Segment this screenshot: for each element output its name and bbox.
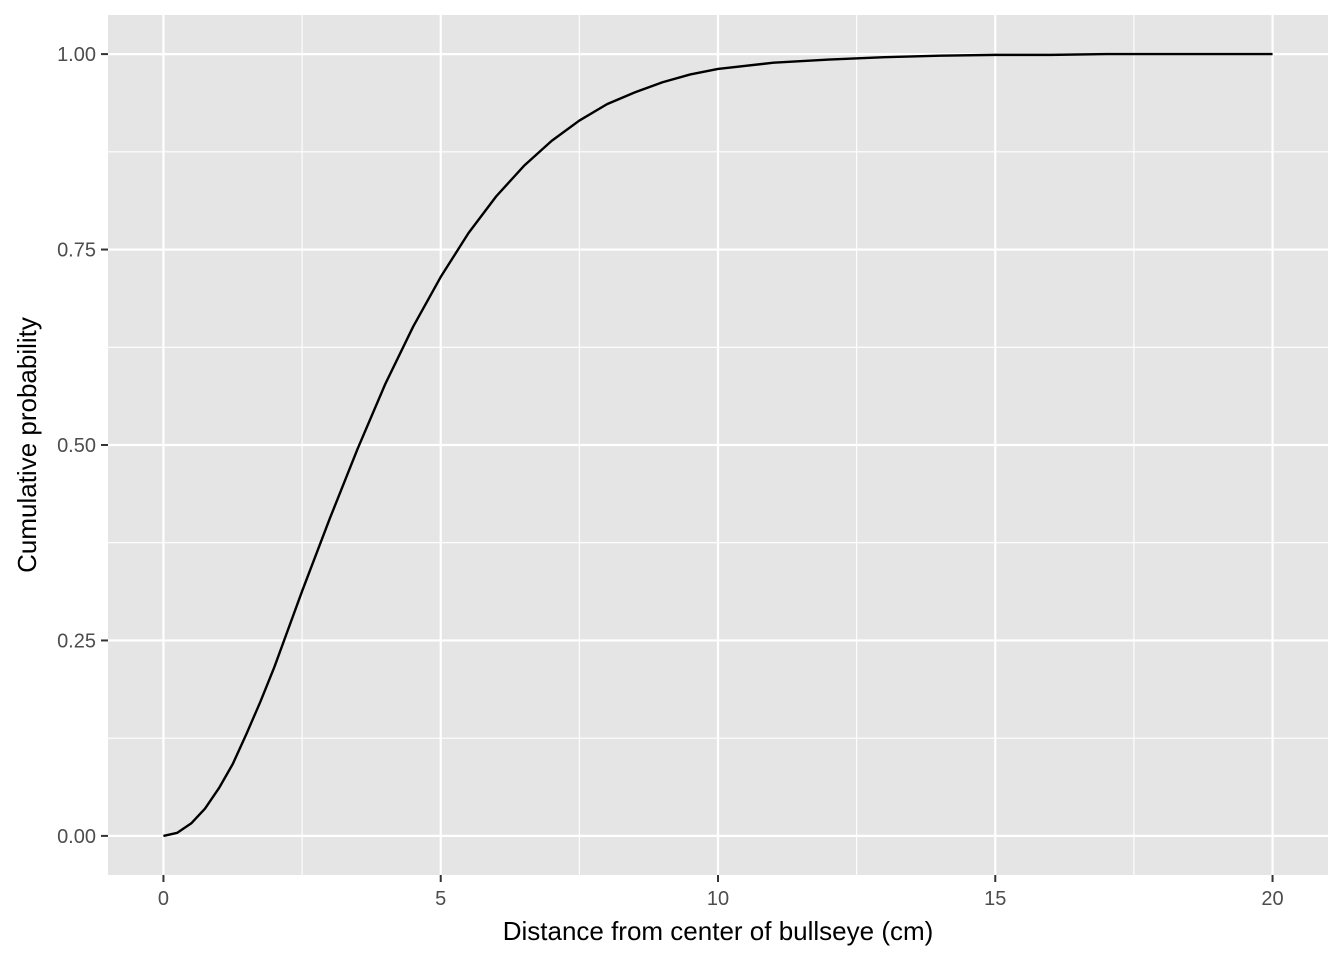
x-axis: 0 5 10 15 20	[158, 875, 1284, 910]
x-tick-label: 0	[158, 888, 169, 910]
x-axis-title: Distance from center of bullseye (cm)	[503, 916, 934, 946]
x-tick-label: 20	[1261, 888, 1283, 910]
y-tick-label: 0.50	[57, 435, 96, 457]
y-axis-title: Cumulative probability	[12, 317, 42, 573]
cdf-series-line	[163, 52, 1273, 838]
major-gridlines	[108, 15, 1328, 875]
y-tick-label: 1.00	[57, 44, 96, 66]
y-tick-label: 0.75	[57, 240, 96, 262]
y-tick-label: 0.00	[57, 826, 96, 848]
x-tick-label: 10	[707, 888, 729, 910]
series-layer	[163, 52, 1273, 838]
x-tick-label: 5	[435, 888, 446, 910]
y-axis: 0.00 0.25 0.50 0.75 1.00	[57, 44, 108, 848]
y-tick-label: 0.25	[57, 630, 96, 652]
x-tick-label: 15	[984, 888, 1006, 910]
